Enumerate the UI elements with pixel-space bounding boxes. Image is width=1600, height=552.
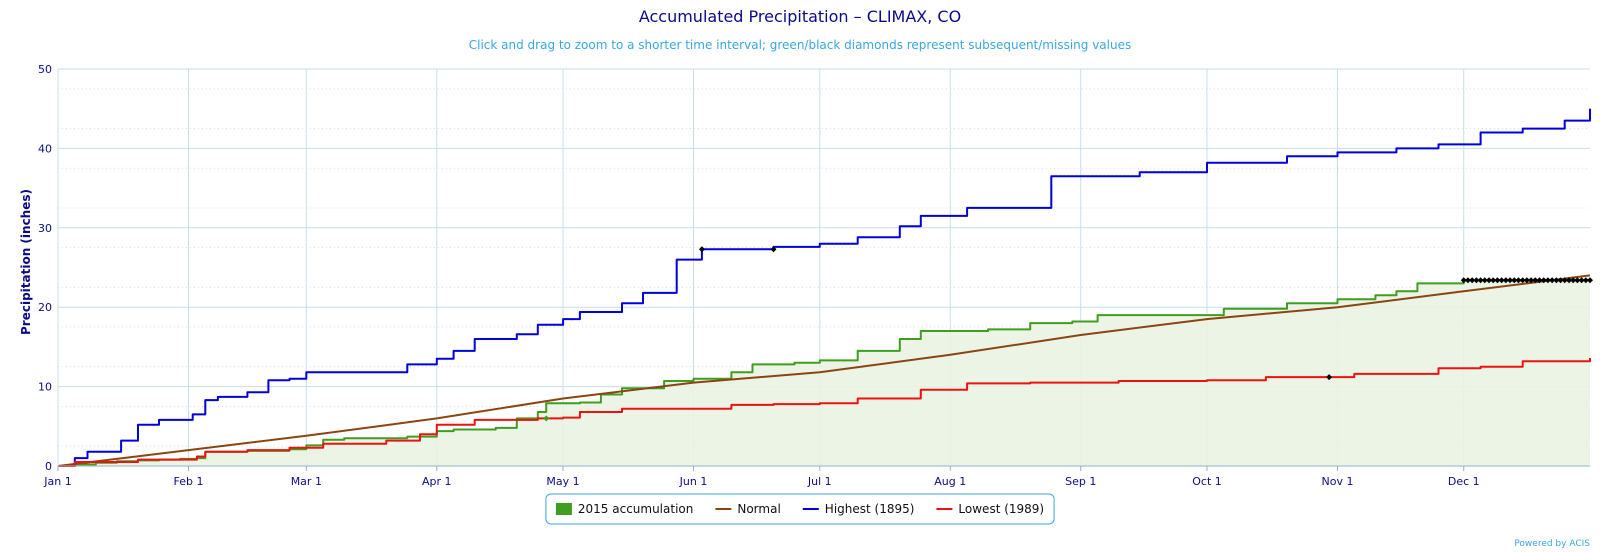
legend-item-2015-accumulation[interactable]: 2015 accumulation [555, 502, 693, 516]
missing-value-diamond [1481, 277, 1488, 284]
missing-value-diamond [1490, 277, 1497, 284]
legend-label: Lowest (1989) [958, 502, 1044, 516]
missing-value-diamond [1553, 277, 1560, 284]
legend-label: Highest (1895) [825, 502, 915, 516]
chart-subtitle: Click and drag to zoom to a shorter time… [469, 38, 1131, 52]
missing-value-diamond [1460, 277, 1467, 284]
missing-value-diamond [1587, 277, 1593, 284]
y-tick-label: 50 [38, 63, 52, 76]
x-tick-label: Apr 1 [422, 475, 452, 488]
legend[interactable]: 2015 accumulation Normal Highest (1895) Low… [545, 493, 1055, 525]
missing-value-diamond [1502, 277, 1509, 284]
missing-value-diamond [1536, 277, 1543, 284]
series-area-2015-accumulation [58, 280, 1590, 466]
missing-value-diamond [770, 246, 777, 253]
series-line-2015-accumulation [58, 279, 1590, 467]
missing-value-diamond [1540, 277, 1547, 284]
missing-value-diamond [1565, 277, 1572, 284]
missing-value-diamond [1498, 277, 1505, 284]
chart-title: Accumulated Precipitation – CLIMAX, CO [639, 7, 961, 26]
missing-value-diamond [1494, 277, 1501, 284]
missing-value-diamond [1477, 277, 1484, 284]
x-tick-label: Oct 1 [1192, 475, 1222, 488]
legend-swatch [555, 503, 572, 515]
legend-item-lowest-1989[interactable]: Lowest (1989) [936, 502, 1044, 516]
plot-area[interactable] [57, 108, 1591, 467]
legend-box [545, 493, 1055, 525]
x-tick-label: Dec 1 [1448, 475, 1480, 488]
legend-item-highest-1895[interactable]: Highest (1895) [802, 502, 915, 516]
missing-value-diamond [1523, 277, 1530, 284]
x-tick-label: Nov 1 [1321, 475, 1353, 488]
x-tick-label: Sep 1 [1065, 475, 1096, 488]
x-tick-label: Feb 1 [173, 475, 203, 488]
x-tick-label: May 1 [546, 475, 579, 488]
missing-value-diamond [1485, 277, 1492, 284]
series-line-normal [57, 274, 1591, 467]
credits-link[interactable]: Powered by ACIS [1514, 539, 1590, 549]
missing-value-diamond [1578, 277, 1585, 284]
x-tick-label: Jun 1 [679, 475, 708, 488]
missing-value-diamond [1557, 277, 1564, 284]
x-tick-label: Aug 1 [934, 475, 966, 488]
markers [543, 246, 1593, 422]
x-tick-label: Mar 1 [291, 475, 322, 488]
missing-value-diamond [1326, 374, 1333, 381]
series-line-highest-1895 [58, 108, 1591, 467]
missing-value-diamond [543, 415, 550, 422]
legend-label: Normal [737, 502, 780, 516]
y-tick-label: 40 [38, 142, 52, 155]
missing-value-diamond [1469, 277, 1476, 284]
missing-value-diamond [1561, 277, 1568, 284]
axes: 0 10 20 30 40 50 Jan 1 Feb 1 Mar 1 Apr 1 May 1 Jun … [38, 63, 1590, 488]
missing-value-diamond [1528, 277, 1535, 284]
missing-value-diamond [1464, 277, 1471, 284]
missing-value-diamond [1549, 277, 1556, 284]
missing-value-diamond [1544, 277, 1551, 284]
missing-value-diamond [1582, 277, 1589, 284]
missing-value-diamond [1574, 277, 1581, 284]
y-tick-label: 10 [38, 381, 52, 394]
missing-value-diamond [1507, 277, 1514, 284]
missing-value-diamond [1473, 277, 1480, 284]
y-tick-label: 0 [45, 460, 52, 473]
legend-label: 2015 accumulation [578, 502, 693, 516]
missing-value-diamond [1515, 277, 1522, 284]
x-tick-label: Jul 1 [807, 475, 832, 488]
missing-value-diamond [1511, 277, 1518, 284]
missing-value-diamond [698, 246, 705, 253]
y-tick-label: 30 [38, 222, 52, 235]
y-tick-label: 20 [38, 301, 52, 314]
x-tick-label: Jan 1 [43, 475, 71, 488]
missing-value-diamond [1532, 277, 1539, 284]
legend-item-normal[interactable]: Normal [715, 502, 781, 516]
y-axis-label: Precipitation (inches) [19, 189, 33, 335]
missing-value-diamond [1570, 277, 1577, 284]
missing-value-diamond [1519, 277, 1526, 284]
series-line-lowest-1989 [58, 358, 1591, 467]
